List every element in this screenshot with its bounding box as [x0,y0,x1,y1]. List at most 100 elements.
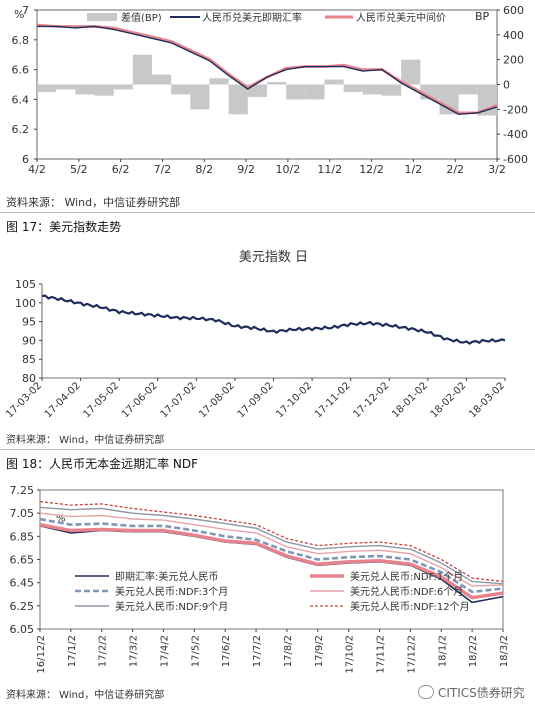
legend-label: 美元兑人民币:NDF:6个月 [350,585,463,598]
y-tick-label: 80 [22,372,36,385]
diff-bar [75,84,95,95]
y-tick-label: 6.4 [12,93,30,106]
diff-bar [209,78,229,85]
x-tick-label: 2/2 [446,163,464,176]
x-tick-label: 3/2 [488,163,506,176]
series-line [39,517,504,594]
y-tick-label: 6.2 [12,123,30,136]
diff-bar [132,54,152,85]
y-tick-label: 85 [22,353,36,366]
x-tick-label: 17-09-02 [236,380,276,420]
series-line [39,506,504,585]
y2-axis-unit: BP [475,10,490,23]
x-tick-label: 17-07-02 [159,380,199,420]
y-tick-label: 7.05 [10,507,35,520]
x-tick-label: 10/2 [276,163,301,176]
legend-label: 人民币兑美元即期汇率 [202,11,302,24]
x-tick-label: 6/2 [112,163,130,176]
x-tick-label: 17-03-02 [4,380,44,420]
x-tick-label: 5/2 [70,163,88,176]
watermark: CITICS债券研究 [418,684,525,701]
x-tick-label: 7/2 [154,163,172,176]
y-tick-label: 6.8 [12,34,30,47]
diff-bar [362,84,382,95]
x-tick-label: 17-12-02 [351,380,391,420]
x-tick-label: 17/6/2 [221,635,232,667]
y2-tick-label: 0 [503,79,510,92]
y2-tick-label: -600 [503,153,528,166]
x-tick-label: 16/12/2 [36,635,47,674]
diff-bar [343,84,363,92]
diff-bar [382,84,402,96]
series-line-spot [37,25,498,116]
x-tick-label: 18-01-02 [390,380,430,420]
x-tick-label: 1/2 [405,163,423,176]
x-tick-label: 17/3/2 [129,635,140,667]
x-tick-label: 18/2/2 [468,635,479,667]
chart1-source: 资料来源： Wind，中信证券研究部 [6,196,181,209]
series-line [41,294,506,345]
y2-tick-label: 200 [503,54,524,67]
y-tick-label: 90 [22,334,36,347]
watermark-text: CITICS债券研究 [438,686,525,700]
x-tick-label: 17-06-02 [120,380,160,420]
diff-bar [401,59,421,85]
x-tick-label: 12/2 [359,163,384,176]
diff-bar [324,79,344,85]
chart2-source: 资料来源： Wind，中信证券研究部 [6,435,165,446]
x-tick-label: 17/10/2 [345,635,356,674]
x-tick-label: 17-04-02 [43,380,83,420]
x-tick-label: 18/1/2 [437,635,448,667]
x-tick-label: 17/1/2 [67,635,78,667]
x-tick-label: 17/11/2 [376,635,387,674]
x-tick-label: 17-08-02 [197,380,237,420]
y-tick-label: 6.45 [10,577,35,590]
unit-label: % [56,513,66,524]
x-tick-label: 17-10-02 [274,380,314,420]
diff-bar [56,84,76,90]
diff-bar [247,84,267,97]
x-tick-label: 11/2 [317,163,342,176]
chart-title: 美元指数 日 [239,250,308,265]
y-tick-label: 6.25 [10,600,35,613]
y2-tick-label: -400 [503,128,528,141]
y-tick-label: 95 [22,316,36,329]
legend-label: 差值(BP) [121,11,162,24]
x-tick-label: 18-02-02 [429,380,469,420]
series-line [39,500,504,583]
diff-bar [305,84,325,100]
diff-bar [286,84,306,100]
x-tick-label: 17/9/2 [314,635,325,667]
divider [0,212,535,213]
x-tick-label: 17-11-02 [313,380,353,420]
x-tick-label: 17/7/2 [252,635,263,667]
legend-label: 美元兑人民币:NDF:12个月 [350,600,470,613]
x-tick-label: 8/2 [195,163,213,176]
y-tick-label: 6 [22,153,29,166]
diff-bar [267,82,287,85]
y2-tick-label: 600 [503,4,524,17]
x-tick-label: 18-03-02 [467,380,507,420]
legend-label: 美元兑人民币:NDF:3个月 [115,585,228,598]
chart-spot-vs-mid: 6 6.2 6.4 6.6 6.8 7 600 400 200 0 -200 -400 -600 4/2 5… [12,4,528,176]
chart2-caption: 图 17：美元指数走势 [6,220,122,234]
x-tick-label: 17-05-02 [81,380,121,420]
x-tick-label: 4/2 [28,163,46,176]
legend-label: 美元兑人民币:NDF:9个月 [115,600,228,613]
diff-bar [171,84,191,95]
y-tick-label: 7 [22,4,29,17]
wechat-icon [418,685,434,699]
y2-tick-label: 400 [503,29,524,42]
y-tick-label: 6.65 [10,554,35,567]
divider [0,449,535,450]
diff-bar [152,74,172,85]
y-tick-label: 7.25 [10,484,35,497]
y-tick-label: 6.85 [10,530,35,543]
y-tick-label: 100 [15,297,36,310]
legend-label: 人民币兑美元中间价 [356,11,446,24]
diff-bar [113,84,133,90]
x-tick-label: 17/12/2 [406,635,417,674]
diff-bar [190,84,210,110]
legend-label: 美元兑人民币:NDF:1个月 [350,570,463,583]
